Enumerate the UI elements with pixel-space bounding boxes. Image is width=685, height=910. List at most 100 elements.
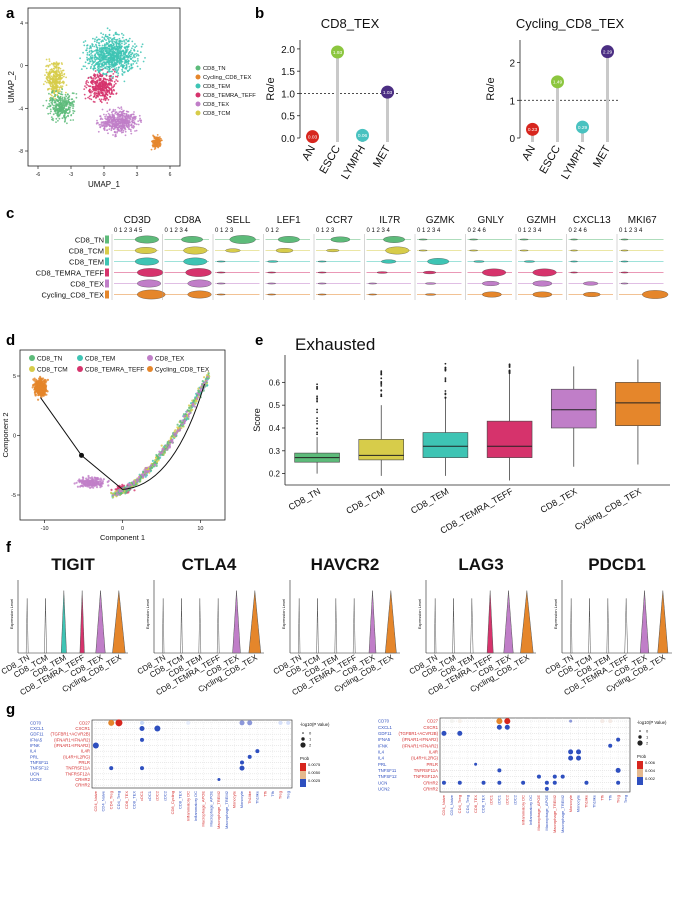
- umap-point: [95, 36, 98, 39]
- umap-point: [103, 129, 106, 132]
- violin: [620, 249, 629, 252]
- umap-point: [107, 60, 110, 62]
- umap-point: [120, 63, 123, 66]
- violin: [381, 259, 397, 264]
- trajectory-point: [203, 382, 206, 385]
- umap-point: [66, 112, 69, 114]
- trajectory-point: [39, 375, 42, 378]
- trajectory-point: [203, 376, 206, 379]
- trajectory-point: [187, 413, 190, 416]
- umap-point: [109, 117, 112, 119]
- receptor-label: (IFNAR1+IFNAR2): [54, 743, 91, 748]
- y-tick-label: 0.0: [281, 134, 295, 145]
- violin: [183, 257, 208, 266]
- umap-point: [101, 51, 104, 54]
- umap-point: [104, 99, 107, 102]
- umap-point: [113, 80, 116, 83]
- trajectory-point: [43, 383, 46, 386]
- y-tick-label: 1: [509, 96, 515, 107]
- legend-swatch: [195, 101, 201, 107]
- trajectory-point: [183, 420, 186, 423]
- umap-point: [68, 106, 70, 109]
- umap-point: [53, 92, 55, 95]
- umap-point: [105, 96, 108, 98]
- outlier: [380, 389, 383, 392]
- umap-point: [110, 129, 113, 132]
- violin: [657, 590, 669, 654]
- trajectory-point: [45, 393, 48, 396]
- size-legend-dot: [638, 735, 642, 739]
- umap-point: [91, 86, 94, 88]
- gene-label: CCR7: [326, 215, 354, 226]
- umap-point: [68, 103, 71, 106]
- trajectory-point: [119, 489, 122, 493]
- umap-point: [113, 127, 116, 130]
- umap-point: [62, 82, 65, 85]
- umap-point: [105, 92, 108, 94]
- umap-point: [92, 50, 95, 53]
- trajectory-point: [46, 390, 49, 393]
- umap-point: [47, 112, 50, 115]
- umap-point: [115, 79, 118, 81]
- outlier: [508, 365, 511, 368]
- umap-point: [85, 81, 88, 83]
- legend-label: CD8_TCM: [37, 367, 68, 374]
- umap-point: [136, 50, 139, 52]
- outlier: [316, 399, 318, 401]
- dot: [616, 780, 621, 785]
- umap-point: [118, 113, 121, 116]
- umap-point: [116, 49, 119, 52]
- violin: [368, 293, 377, 296]
- umap-point: [102, 49, 105, 52]
- trajectory-point: [81, 480, 84, 483]
- receptor-label: CRHR2: [423, 780, 438, 785]
- trajectory-point: [196, 397, 199, 400]
- trajectory-point: [176, 430, 179, 433]
- umap-point: [107, 112, 110, 115]
- size-legend-label: 1: [646, 735, 649, 740]
- umap-point: [134, 115, 137, 118]
- receptor-label: CXCR1: [423, 725, 438, 730]
- legend-label: Cycling_CD8_TEX: [203, 75, 251, 81]
- umap-point: [130, 57, 133, 60]
- color-legend-label: 0.0075: [308, 762, 321, 767]
- violin: [137, 279, 162, 288]
- umap-point: [104, 63, 106, 66]
- row-color-swatch: [105, 268, 109, 277]
- y-tick-label: 2.0: [281, 45, 295, 56]
- umap-point: [45, 68, 47, 71]
- umap-point: [56, 75, 59, 78]
- umap-point: [101, 46, 103, 49]
- violin: [187, 279, 212, 288]
- trajectory-point: [35, 386, 38, 389]
- trajectory-point: [148, 469, 151, 472]
- violin: [267, 271, 276, 274]
- umap-point: [95, 56, 98, 59]
- umap-point: [111, 70, 113, 73]
- column-label: Treg: [623, 795, 628, 803]
- umap-point: [55, 117, 58, 120]
- umap-point: [55, 90, 57, 92]
- umap-point: [86, 84, 88, 86]
- value-label: 0.06: [358, 133, 368, 139]
- umap-point: [109, 70, 111, 73]
- umap-point: [70, 103, 73, 105]
- umap-point: [92, 77, 95, 80]
- umap-point: [105, 43, 108, 46]
- dot: [544, 786, 549, 791]
- x-tick-label: CD8_TN: [287, 486, 322, 512]
- umap-point: [113, 54, 116, 57]
- trajectory-point: [138, 475, 141, 478]
- umap-point: [137, 123, 140, 126]
- legend-swatch: [29, 366, 35, 372]
- trajectory-point: [32, 384, 35, 387]
- umap-point: [59, 102, 62, 104]
- umap-point: [157, 141, 160, 143]
- umap-point: [108, 69, 110, 71]
- umap-point: [102, 33, 105, 36]
- color-legend-title: Prob: [300, 756, 310, 761]
- umap-point: [103, 94, 106, 97]
- umap-point: [117, 43, 120, 46]
- umap-point: [94, 93, 96, 96]
- umap-point: [88, 47, 91, 50]
